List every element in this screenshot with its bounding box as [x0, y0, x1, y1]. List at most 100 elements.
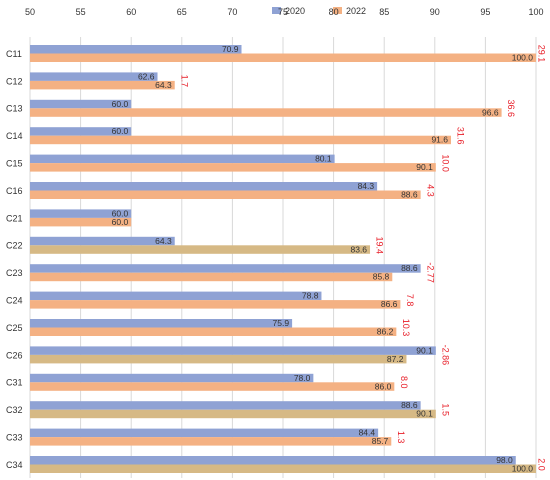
change-label-C31: 8.0	[399, 376, 409, 389]
change-label-C25: 10.3	[401, 319, 411, 337]
x-tick-labels: 50 55 60 65 70 75 80 85 90 95 100	[25, 7, 544, 17]
x-tick-label-60: 60	[126, 7, 136, 17]
data-label-2020-C21: 60.0	[112, 208, 129, 218]
x-tick-label-95: 95	[480, 7, 490, 17]
x-tick-label-55: 55	[76, 7, 86, 17]
category-label-C31: C31	[6, 378, 23, 388]
category-label-C21: C21	[6, 213, 23, 223]
category-label-C16: C16	[6, 186, 23, 196]
category-label-C15: C15	[6, 158, 23, 168]
data-label-2022-C21: 60.0	[112, 217, 129, 227]
category-label-C34: C34	[6, 460, 23, 470]
category-label-C23: C23	[6, 268, 23, 278]
data-label-2020-C24: 78.8	[302, 291, 319, 301]
bar-2022-C13	[30, 108, 502, 117]
change-label-C14: 31.6	[456, 127, 466, 145]
change-label-C12: 1.7	[179, 75, 189, 88]
bar-2020-C33	[30, 428, 379, 438]
bar-2020-C11	[30, 45, 242, 54]
category-label-C22: C22	[6, 241, 23, 251]
category-label-C12: C12	[6, 76, 23, 86]
data-label-2020-C13: 60.0	[112, 99, 129, 109]
bar-2020-C15	[30, 154, 335, 164]
data-label-2022-C14: 91.6	[431, 135, 448, 145]
x-tick-label-80: 80	[329, 7, 339, 17]
data-label-2020-C22: 64.3	[155, 236, 172, 246]
x-tick-label-50: 50	[25, 7, 35, 17]
data-label-2020-C15: 80.1	[315, 154, 332, 164]
bar-2020-C14	[30, 127, 132, 136]
bar-2022-C22	[30, 245, 371, 254]
category-labels: C11 C12 C13 C14 C15 C16 C21 C22 C23 C24 C25 C26 C31 C…	[6, 49, 23, 470]
legend-label-2022: 2022	[346, 6, 366, 16]
change-label-C32: 1.5	[440, 403, 450, 416]
data-label-2020-C16: 84.3	[358, 181, 375, 191]
data-label-2020-C25: 75.9	[273, 318, 290, 328]
bar-2020-C34	[30, 456, 516, 465]
data-label-2020-C23: 88.6	[401, 263, 418, 273]
bar-2022-C11	[30, 53, 536, 62]
legend-label-2020: 2020	[285, 6, 305, 16]
bar-2022-C23	[30, 272, 393, 282]
data-label-2022-C25: 86.2	[377, 327, 394, 337]
bar-2022-C16	[30, 190, 421, 199]
change-label-C24: 7.8	[405, 294, 415, 307]
x-tick-label-100: 100	[528, 7, 543, 17]
data-label-2020-C33: 84.4	[359, 428, 376, 438]
data-label-2022-C26: 87.2	[387, 354, 404, 364]
change-label-C34: 2.0	[537, 458, 547, 471]
x-tick-label-75: 75	[278, 7, 288, 17]
category-label-C26: C26	[6, 350, 23, 360]
data-label-2020-C14: 60.0	[112, 126, 129, 136]
data-label-2022-C12: 64.3	[155, 80, 172, 90]
legend: 2020 2022	[272, 6, 366, 16]
bar-2020-C26	[30, 346, 436, 355]
change-label-C11: 29.1	[537, 45, 547, 63]
bar-2022-C31	[30, 382, 395, 391]
bar-2022-C21	[30, 217, 132, 227]
bar-2020-C23	[30, 264, 421, 273]
bar-2020-C12	[30, 72, 158, 81]
x-tick-label-85: 85	[379, 7, 389, 17]
bar-2020-C25	[30, 319, 293, 328]
bar-2022-C15	[30, 163, 436, 172]
bar-2022-C24	[30, 300, 401, 309]
bar-2020-C21	[30, 209, 132, 218]
change-label-C16: 4.3	[425, 184, 435, 197]
bar-2022-C12	[30, 80, 175, 90]
bars	[30, 45, 536, 473]
bar-2022-C26	[30, 354, 407, 364]
data-label-2020-C12: 62.6	[138, 71, 155, 81]
change-label-C13: 36.6	[506, 100, 516, 118]
change-label-C22: 19.4	[375, 237, 385, 255]
data-label-2022-C33: 85.7	[372, 436, 389, 446]
data-label-2022-C32: 90.1	[416, 409, 433, 419]
change-label-C26: -2.86	[440, 345, 450, 366]
data-label-2022-C23: 85.8	[373, 272, 390, 282]
x-tick-label-90: 90	[430, 7, 440, 17]
legend-swatch-2020	[272, 7, 281, 14]
bar-2020-C32	[30, 401, 421, 410]
data-label-2022-C31: 86.0	[375, 381, 392, 391]
bar-2022-C34	[30, 464, 536, 473]
bar-2020-C22	[30, 236, 175, 246]
data-label-2020-C31: 78.0	[294, 373, 311, 383]
data-label-2022-C16: 88.6	[401, 190, 418, 200]
category-label-C25: C25	[6, 323, 23, 333]
category-label-C33: C33	[6, 432, 23, 442]
category-label-C13: C13	[6, 104, 23, 114]
x-tick-label-70: 70	[227, 7, 237, 17]
bar-2020-C13	[30, 99, 132, 109]
category-label-C14: C14	[6, 131, 23, 141]
change-labels: 29.1 1.7 36.6 31.6 10.0 4.3 19.4 -2.77 7.8 10.3 -2…	[179, 45, 546, 471]
legend-swatch-2022	[333, 7, 342, 14]
data-label-2020-C11: 70.9	[222, 44, 239, 54]
bar-2020-C31	[30, 373, 314, 383]
bar-2022-C25	[30, 327, 397, 336]
bar-2020-C16	[30, 182, 378, 191]
data-label-2020-C34: 98.0	[496, 455, 513, 465]
data-labels: 70.9100.062.664.360.096.660.091.680.190.…	[112, 44, 534, 474]
data-label-2022-C13: 96.6	[482, 107, 499, 117]
data-label-2022-C15: 90.1	[416, 162, 433, 172]
